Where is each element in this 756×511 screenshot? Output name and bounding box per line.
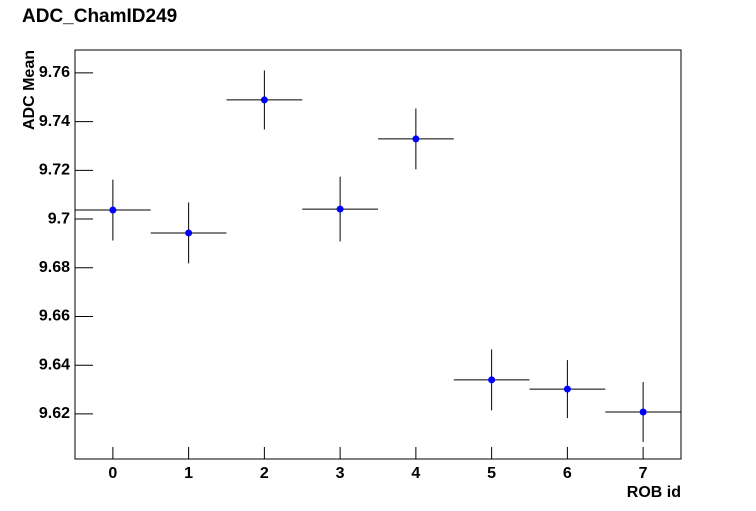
point	[639, 408, 647, 416]
point	[488, 376, 496, 384]
point	[412, 135, 420, 143]
point	[185, 229, 193, 237]
y-tick-label: 9.74	[39, 113, 70, 130]
x-tick-label: 5	[487, 465, 496, 482]
x-tick-label: 4	[411, 465, 420, 482]
x-axis-label: ROB id	[627, 484, 681, 501]
chart-title: ADC_ChamID249	[22, 6, 177, 27]
point	[109, 206, 117, 214]
point	[260, 96, 268, 104]
y-tick-label: 9.7	[48, 210, 70, 227]
point	[563, 385, 571, 393]
x-tick-label: 6	[563, 465, 572, 482]
plot-frame	[74, 49, 682, 460]
y-tick-label: 9.72	[39, 162, 70, 179]
y-axis-label: ADC Mean	[21, 50, 38, 130]
x-tick-label: 2	[260, 465, 269, 482]
y-tick-label: 9.68	[39, 259, 70, 276]
y-tick-label: 9.64	[39, 356, 70, 373]
y-tick-label: 9.66	[39, 308, 70, 325]
x-tick-label: 1	[184, 465, 193, 482]
x-tick-label: 0	[108, 465, 117, 482]
x-tick-label: 7	[639, 465, 648, 482]
point	[336, 205, 344, 213]
x-tick-label: 3	[336, 465, 345, 482]
y-tick-label: 9.76	[39, 64, 70, 81]
y-tick-label: 9.62	[39, 405, 70, 422]
